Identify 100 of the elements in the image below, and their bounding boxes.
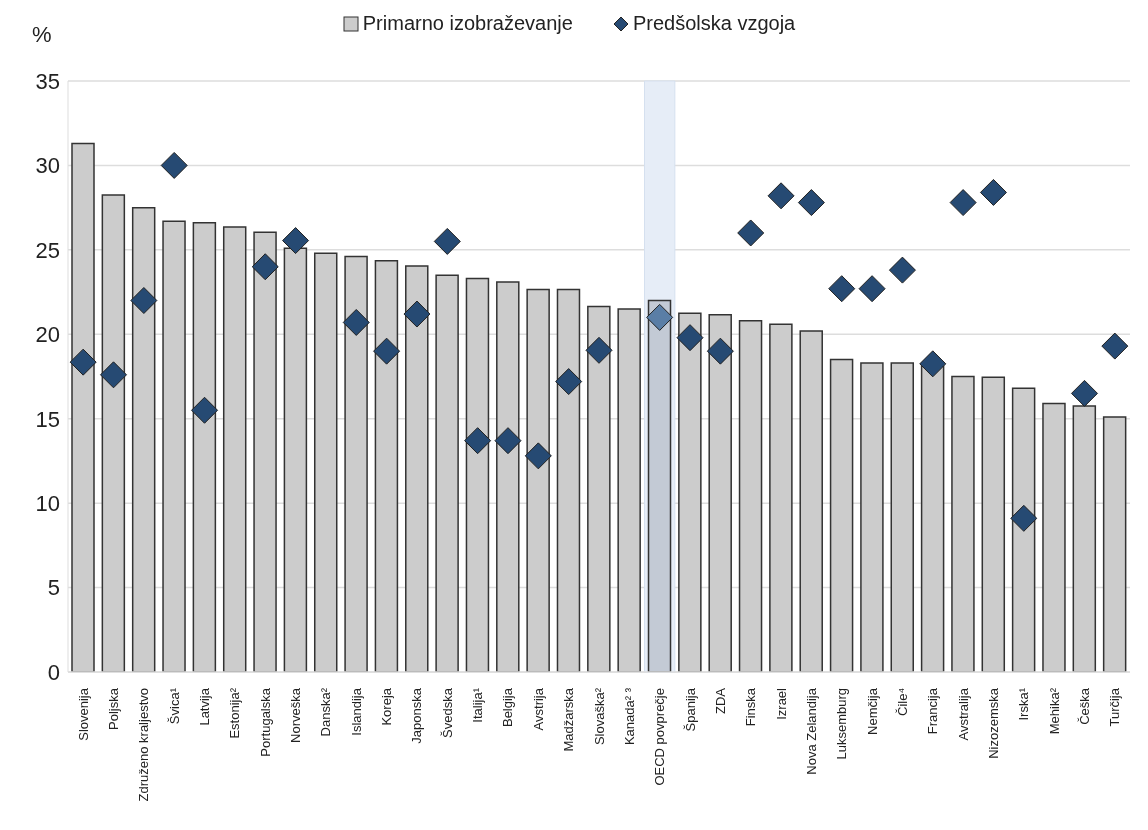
bar bbox=[162, 220, 186, 672]
bar bbox=[617, 308, 641, 672]
y-tick-label: 20 bbox=[35, 322, 60, 348]
y-tick-label: 30 bbox=[35, 153, 60, 179]
x-tick-label: Čile⁴ bbox=[894, 688, 910, 716]
point bbox=[919, 350, 947, 378]
y-tick-label: 25 bbox=[35, 237, 60, 263]
bar bbox=[587, 305, 611, 672]
bar bbox=[405, 265, 429, 672]
bar bbox=[769, 323, 793, 672]
x-tick-label: Španija bbox=[682, 687, 698, 732]
bar bbox=[313, 252, 338, 672]
y-tick-label: 15 bbox=[35, 406, 60, 432]
point bbox=[524, 442, 552, 470]
point bbox=[494, 427, 522, 455]
bar bbox=[131, 206, 156, 672]
bar bbox=[890, 362, 915, 672]
x-tick-label: Japonska bbox=[409, 687, 425, 744]
bar bbox=[708, 314, 732, 672]
x-tick-label: Irska¹ bbox=[1016, 687, 1032, 721]
bar bbox=[283, 247, 308, 672]
bar bbox=[192, 222, 217, 672]
bar bbox=[253, 231, 277, 672]
x-tick-label: Turčija bbox=[1107, 687, 1123, 727]
bar bbox=[981, 376, 1006, 672]
legend-label: Primarno izobraževanje bbox=[362, 12, 573, 35]
y-tick-label: 35 bbox=[35, 68, 60, 94]
point bbox=[646, 303, 674, 331]
x-tick-label: Nizozemska bbox=[985, 687, 1001, 759]
point bbox=[1010, 504, 1038, 532]
x-tick-label: Slovaška² bbox=[591, 687, 607, 746]
point bbox=[433, 227, 461, 255]
x-tick-label: Nova Zelandija bbox=[803, 687, 819, 775]
bar bbox=[222, 226, 247, 672]
point bbox=[1070, 379, 1098, 407]
y-axis-title: % bbox=[32, 22, 52, 48]
bar bbox=[526, 288, 550, 672]
point bbox=[585, 336, 613, 364]
x-tick-label: Latvija bbox=[197, 687, 213, 726]
bar bbox=[920, 365, 945, 672]
point bbox=[251, 253, 279, 281]
point bbox=[373, 337, 401, 365]
bar bbox=[435, 274, 459, 672]
point bbox=[100, 361, 128, 389]
bar bbox=[465, 277, 490, 672]
x-tick-label: Islandija bbox=[348, 687, 364, 736]
x-tick-label: Italija¹ bbox=[470, 687, 486, 723]
point bbox=[979, 178, 1007, 206]
point bbox=[767, 182, 795, 210]
point bbox=[1101, 332, 1129, 360]
x-tick-label: Francija bbox=[925, 687, 941, 735]
x-tick-label: Združeno kraljestvo bbox=[136, 688, 152, 802]
bar bbox=[556, 288, 581, 672]
x-tick-label: Madžarska bbox=[561, 687, 577, 752]
x-tick-label: Koreja bbox=[379, 687, 395, 726]
x-tick-label: Avstrija bbox=[530, 687, 546, 731]
x-tick-label: Estonija² bbox=[227, 687, 243, 739]
x-tick-label: ZDA bbox=[712, 687, 728, 714]
legend-label: Predšolska vzgoja bbox=[632, 12, 796, 35]
bar bbox=[738, 320, 763, 672]
x-tick-label: Finska bbox=[743, 687, 759, 727]
point bbox=[797, 189, 825, 217]
x-tick-label: Avstralija bbox=[955, 687, 971, 741]
bar bbox=[860, 362, 884, 672]
x-tick-label: Poljska bbox=[106, 687, 122, 730]
y-tick-label: 0 bbox=[47, 659, 60, 685]
bar bbox=[1072, 405, 1097, 672]
y-tick-label: 10 bbox=[35, 490, 60, 516]
bar bbox=[71, 142, 95, 672]
x-tick-label: Kanada² ³ bbox=[621, 687, 637, 746]
point bbox=[858, 275, 886, 303]
bar bbox=[1102, 416, 1127, 672]
point bbox=[555, 368, 583, 396]
bar bbox=[374, 260, 399, 672]
point bbox=[676, 324, 704, 352]
x-tick-label: Češka bbox=[1076, 687, 1092, 725]
point bbox=[282, 227, 310, 255]
point bbox=[888, 256, 916, 284]
x-tick-label: Mehika² bbox=[1046, 687, 1062, 735]
x-tick-label: Slovenija bbox=[75, 687, 91, 741]
bar bbox=[344, 255, 368, 672]
point bbox=[828, 275, 856, 303]
x-tick-label: Luksemburg bbox=[834, 688, 850, 760]
bar bbox=[1042, 402, 1066, 672]
y-tick-label: 5 bbox=[47, 575, 60, 601]
x-tick-label: Izrael bbox=[773, 687, 789, 720]
bar bbox=[799, 330, 823, 672]
point bbox=[403, 300, 431, 328]
bar bbox=[1011, 387, 1036, 672]
bar bbox=[829, 358, 854, 672]
x-tick-label: OECD povprečje bbox=[652, 688, 668, 786]
point bbox=[737, 219, 765, 247]
point bbox=[342, 308, 370, 336]
point bbox=[949, 189, 977, 217]
bar bbox=[496, 281, 520, 672]
x-tick-label: Portugalska bbox=[257, 687, 273, 757]
x-tick-label: Švedska bbox=[439, 687, 455, 738]
point bbox=[191, 396, 219, 424]
x-tick-label: Danska² bbox=[318, 687, 334, 737]
point bbox=[69, 348, 97, 376]
